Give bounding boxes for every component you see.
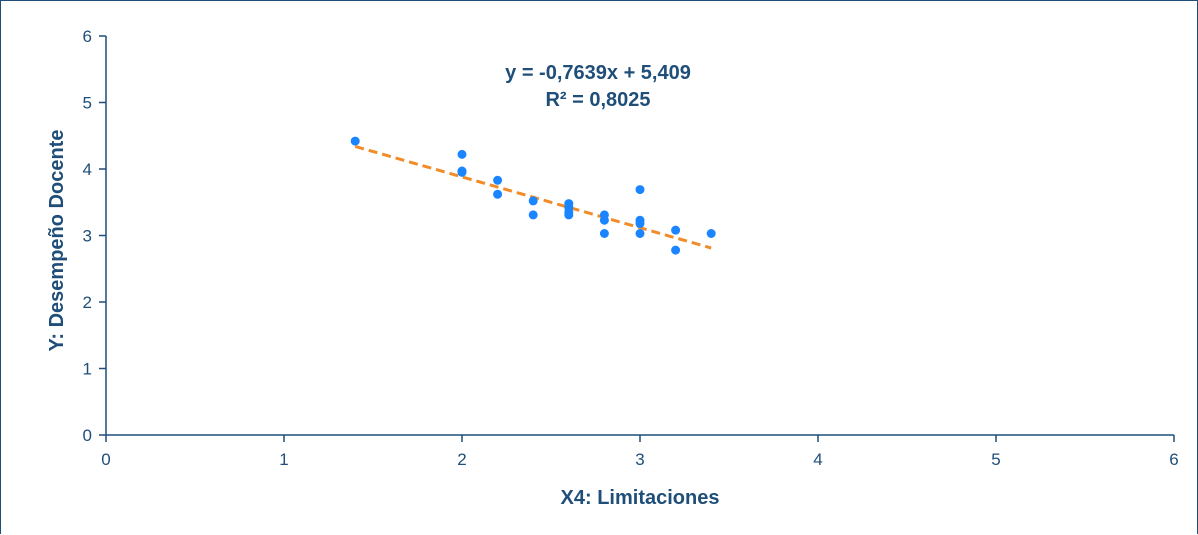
y-tick-label: 1	[83, 360, 92, 379]
y-tick-label: 6	[83, 27, 92, 46]
x-tick-label: 2	[457, 450, 466, 469]
data-point	[635, 185, 645, 195]
y-tick-label: 4	[83, 160, 92, 179]
data-point	[493, 189, 503, 199]
y-tick-label: 3	[83, 227, 92, 246]
data-point	[528, 210, 538, 220]
x-axis-title: X4: Limitaciones	[561, 487, 720, 509]
data-point	[350, 136, 360, 146]
x-ticks: 0 1 2 3 4 5 6	[101, 435, 1179, 469]
data-point	[528, 196, 538, 206]
x-tick-label: 4	[813, 450, 822, 469]
data-point	[671, 225, 681, 235]
y-axis-title: Y: Desempeño Docente	[46, 130, 68, 352]
data-point	[493, 175, 503, 185]
x-tick-label: 6	[1169, 450, 1178, 469]
data-points	[350, 136, 716, 255]
trendline-r-squared: R² = 0,8025	[545, 89, 650, 111]
axes: 0 1 2 3 4 5 6 0 1 2 3 4 5 6	[83, 27, 1179, 469]
y-tick-label: 0	[83, 426, 92, 445]
data-point	[599, 229, 609, 239]
data-point	[599, 215, 609, 225]
data-point	[671, 245, 681, 255]
trendline-equation: y = -0,7639x + 5,409	[505, 62, 691, 84]
data-point	[457, 149, 467, 159]
x-tick-label: 5	[991, 450, 1000, 469]
x-tick-label: 0	[101, 450, 110, 469]
y-tick-label: 5	[83, 94, 92, 113]
data-point	[706, 229, 716, 239]
y-ticks: 0 1 2 3 4 5 6	[83, 27, 106, 445]
x-tick-label: 3	[635, 450, 644, 469]
data-point	[564, 210, 574, 220]
data-point	[635, 219, 645, 229]
data-point	[457, 167, 467, 177]
x-tick-label: 1	[279, 450, 288, 469]
data-point	[635, 229, 645, 239]
y-tick-label: 2	[83, 293, 92, 312]
